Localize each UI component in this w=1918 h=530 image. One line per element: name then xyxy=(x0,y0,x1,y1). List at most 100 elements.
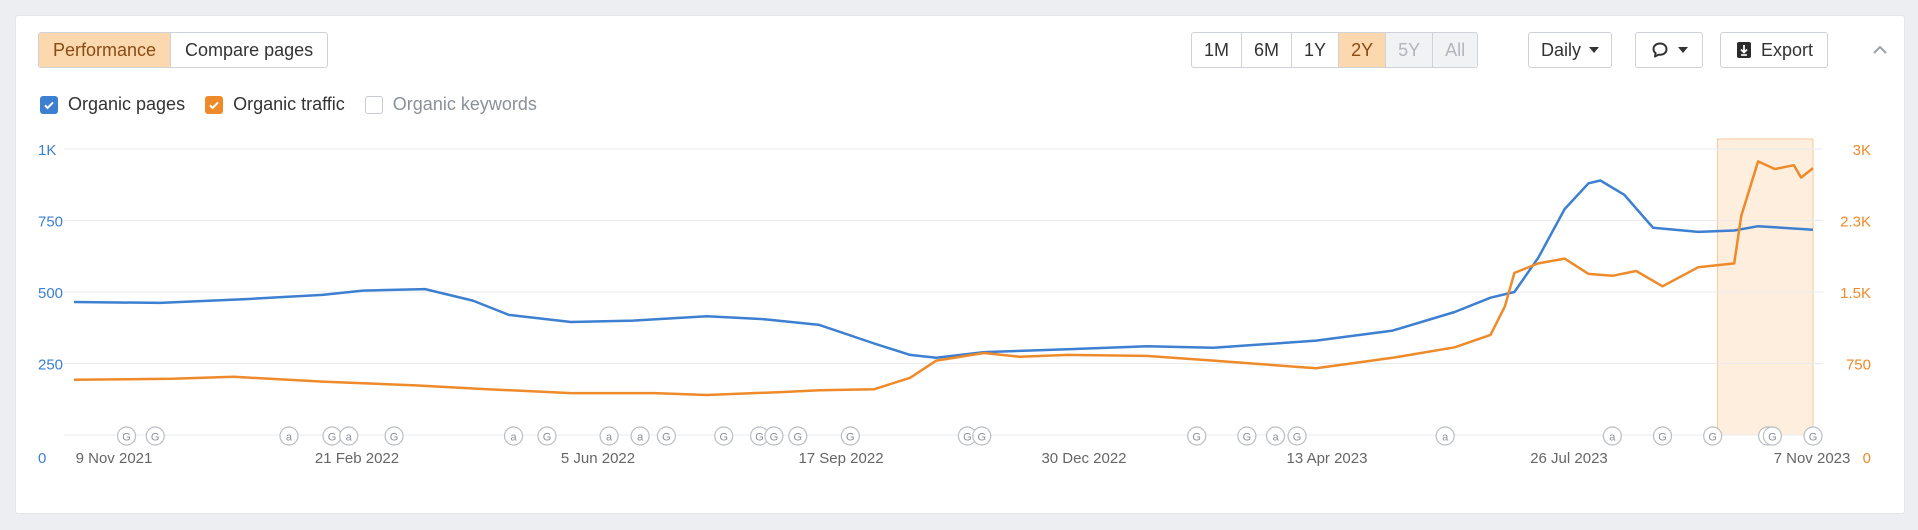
annotation-label: G xyxy=(846,432,855,444)
x-tick-label: 13 Apr 2023 xyxy=(1287,450,1368,467)
annotation-label: G xyxy=(1708,432,1717,444)
x-tick-label: 30 Dec 2022 xyxy=(1041,450,1126,467)
annotation-label: G xyxy=(963,432,972,444)
annotation-marker xyxy=(656,426,677,446)
annotation-marker xyxy=(1703,426,1723,446)
annotation-label: a xyxy=(606,432,613,444)
annotation-label: G xyxy=(1293,432,1302,444)
legend-checkbox[interactable] xyxy=(364,95,383,114)
annotation-marker xyxy=(840,426,860,446)
range-1m-button[interactable]: 1M xyxy=(1192,33,1243,67)
range-5y-button: 5Y xyxy=(1386,33,1434,67)
annotation-label: a xyxy=(286,432,293,444)
collapse-chevron-up-icon[interactable] xyxy=(1870,40,1890,60)
y-right-tick: 750 xyxy=(1846,357,1871,374)
x-tick-label: 26 Jul 2023 xyxy=(1530,450,1608,467)
view-tabs: Performance Compare pages xyxy=(38,32,329,68)
range-selector: 1M 6M 1Y 2Y 5Y All xyxy=(1191,32,1479,68)
comment-icon xyxy=(1652,42,1668,58)
y-left-tick: 250 xyxy=(38,357,63,374)
y-left-tick: 0 xyxy=(38,450,46,467)
annotation-label: G xyxy=(977,432,986,444)
annotation-label: G xyxy=(770,432,779,444)
annotation-label: a xyxy=(346,432,353,444)
chevron-down-icon xyxy=(1678,47,1688,53)
annotation-marker xyxy=(1803,426,1823,446)
range-1y-button[interactable]: 1Y xyxy=(1292,33,1340,67)
interval-dropdown[interactable]: Daily xyxy=(1528,32,1613,68)
legend-checkbox[interactable] xyxy=(40,95,58,114)
tab-compare-pages[interactable]: Compare pages xyxy=(185,40,314,60)
x-tick-label: 5 Jun 2022 xyxy=(561,450,635,467)
legend-label: Organic traffic xyxy=(233,94,345,114)
annotation-marker xyxy=(788,426,808,446)
annotation-label: G xyxy=(719,432,728,444)
annotation-marker xyxy=(1762,426,1782,446)
chevron-down-icon xyxy=(1589,47,1600,53)
annotation-marker xyxy=(1652,426,1673,446)
legend-label: Organic pages xyxy=(68,94,186,114)
annotation-label: a xyxy=(637,432,644,444)
x-tick-label: 21 Feb 2022 xyxy=(315,450,399,467)
annotation-marker xyxy=(972,426,992,446)
annotation-marker xyxy=(279,426,299,446)
annotation-label: G xyxy=(1768,432,1777,444)
annotation-marker xyxy=(537,426,557,446)
legend-label: Organic keywords xyxy=(392,94,537,114)
annotation-label: G xyxy=(1658,432,1667,444)
annotation-label: a xyxy=(1609,432,1616,444)
annotation-marker xyxy=(1435,426,1455,446)
annotation-marker xyxy=(1287,426,1307,446)
annotation-marker xyxy=(145,426,165,446)
series-line-organic-traffic xyxy=(73,160,1814,397)
annotation-marker xyxy=(384,426,404,446)
annotation-label: G xyxy=(755,432,764,444)
annotation-marker xyxy=(503,426,524,446)
y-right-tick: 1.5K xyxy=(1840,285,1871,302)
range-6m-button[interactable]: 6M xyxy=(1242,33,1293,67)
annotation-label: G xyxy=(328,432,337,444)
legend-organic-traffic[interactable]: Organic traffic xyxy=(205,94,345,115)
y-left-tick: 750 xyxy=(38,214,63,231)
annotation-marker xyxy=(1265,426,1286,446)
y-right-tick: 0 xyxy=(1863,450,1871,467)
x-tick-label: 9 Nov 2021 xyxy=(76,450,153,467)
annotation-label: G xyxy=(1192,432,1201,444)
performance-card: Performance Compare pages 1M 6M 1Y 2Y 5Y All D… xyxy=(15,15,1905,514)
annotation-label: G xyxy=(122,432,131,444)
legend-organic-pages[interactable]: Organic pages xyxy=(40,94,185,115)
chart-legend: Organic pages Organic traffic Organic keyw… xyxy=(40,94,537,115)
series-line-organic-pages xyxy=(73,179,1814,360)
y-right-tick: 3K xyxy=(1853,142,1871,159)
annotation-label: G xyxy=(794,432,803,444)
export-button[interactable]: Export xyxy=(1720,32,1829,68)
annotation-label: G xyxy=(662,432,671,444)
annotation-marker xyxy=(599,426,619,446)
annotation-label: a xyxy=(1442,432,1449,444)
annotation-marker xyxy=(764,426,784,446)
legend-organic-keywords[interactable]: Organic keywords xyxy=(364,94,537,115)
annotation-marker xyxy=(1237,426,1257,446)
annotation-marker xyxy=(1187,426,1207,446)
annotation-label: G xyxy=(1809,432,1818,444)
range-all-button: All xyxy=(1433,33,1478,67)
tab-performance[interactable]: Performance xyxy=(39,33,172,67)
export-label: Export xyxy=(1761,40,1814,60)
annotation-label: G xyxy=(1243,432,1252,444)
annotation-label: a xyxy=(1272,432,1279,444)
annotations-dropdown[interactable] xyxy=(1635,32,1703,68)
annotation-marker xyxy=(339,426,359,446)
performance-chart: 0 250 500 750 1K 0 750 1.5K 2.3K 3K 9 Nov 2021 21 F… xyxy=(38,138,1871,467)
annotation-label: G xyxy=(151,432,160,444)
annotation-label: G xyxy=(390,432,399,444)
check-icon xyxy=(209,101,219,109)
highlight-range xyxy=(1716,138,1814,436)
annotation-label: a xyxy=(510,432,517,444)
annotation-marker xyxy=(116,426,137,446)
legend-checkbox[interactable] xyxy=(205,95,224,114)
annotation-marker xyxy=(1602,426,1622,446)
y-right-tick: 2.3K xyxy=(1840,214,1871,231)
annotation-marker xyxy=(714,426,734,446)
range-2y-button[interactable]: 2Y xyxy=(1339,33,1387,67)
annotation-label: G xyxy=(543,432,552,444)
